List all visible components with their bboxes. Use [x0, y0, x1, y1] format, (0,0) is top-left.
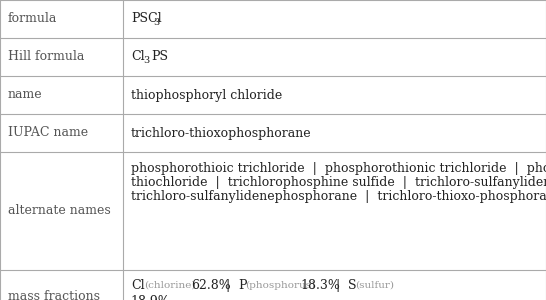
Text: trichloro-thioxophosphorane: trichloro-thioxophosphorane: [131, 127, 311, 140]
Text: P: P: [238, 279, 246, 292]
Text: 18.3%: 18.3%: [301, 279, 341, 292]
Text: |: |: [226, 279, 230, 292]
Text: thiochloride  |  trichlorophosphine sulfide  |  trichloro-sulfanylidene-phosphor: thiochloride | trichlorophosphine sulfid…: [131, 176, 546, 189]
Text: phosphorothioic trichloride  |  phosphorothionic trichloride  |  phosphorus sulf: phosphorothioic trichloride | phosphorot…: [131, 162, 546, 175]
Text: 18.9%: 18.9%: [131, 295, 170, 300]
Text: thiophosphoryl chloride: thiophosphoryl chloride: [131, 88, 282, 101]
Text: 3: 3: [153, 18, 159, 27]
Text: Hill formula: Hill formula: [8, 50, 85, 64]
Text: S: S: [348, 279, 357, 292]
Text: name: name: [8, 88, 43, 101]
Text: trichloro-sulfanylidenephosphorane  |  trichloro-thioxo-phosphorane: trichloro-sulfanylidenephosphorane | tri…: [131, 190, 546, 203]
Text: |: |: [336, 279, 340, 292]
Text: (phosphorus): (phosphorus): [245, 280, 315, 290]
Text: Cl: Cl: [131, 279, 145, 292]
Text: (sulfur): (sulfur): [355, 280, 394, 290]
Text: PSCl: PSCl: [131, 13, 162, 26]
Text: mass fractions: mass fractions: [8, 290, 100, 300]
Text: 3: 3: [143, 56, 149, 65]
Text: IUPAC name: IUPAC name: [8, 127, 88, 140]
Text: PS: PS: [151, 50, 168, 64]
Text: 62.8%: 62.8%: [191, 279, 230, 292]
Text: Cl: Cl: [131, 50, 145, 64]
Text: formula: formula: [8, 13, 57, 26]
Text: alternate names: alternate names: [8, 205, 111, 218]
Text: (chlorine): (chlorine): [144, 280, 195, 290]
